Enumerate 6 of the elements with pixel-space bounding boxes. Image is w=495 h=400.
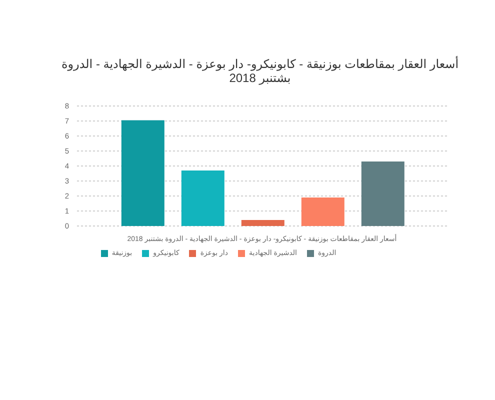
bar	[121, 120, 164, 226]
bar	[301, 198, 344, 226]
bar	[361, 162, 404, 226]
bar	[181, 170, 224, 226]
bar	[241, 220, 284, 226]
chart-title: أسعار العقار بمقاطعات بوزنيقة - كابونيكرو- دار بوعزة - الدشيرة الجهادية - الدروة بشتنبر 2018	[60, 57, 460, 85]
